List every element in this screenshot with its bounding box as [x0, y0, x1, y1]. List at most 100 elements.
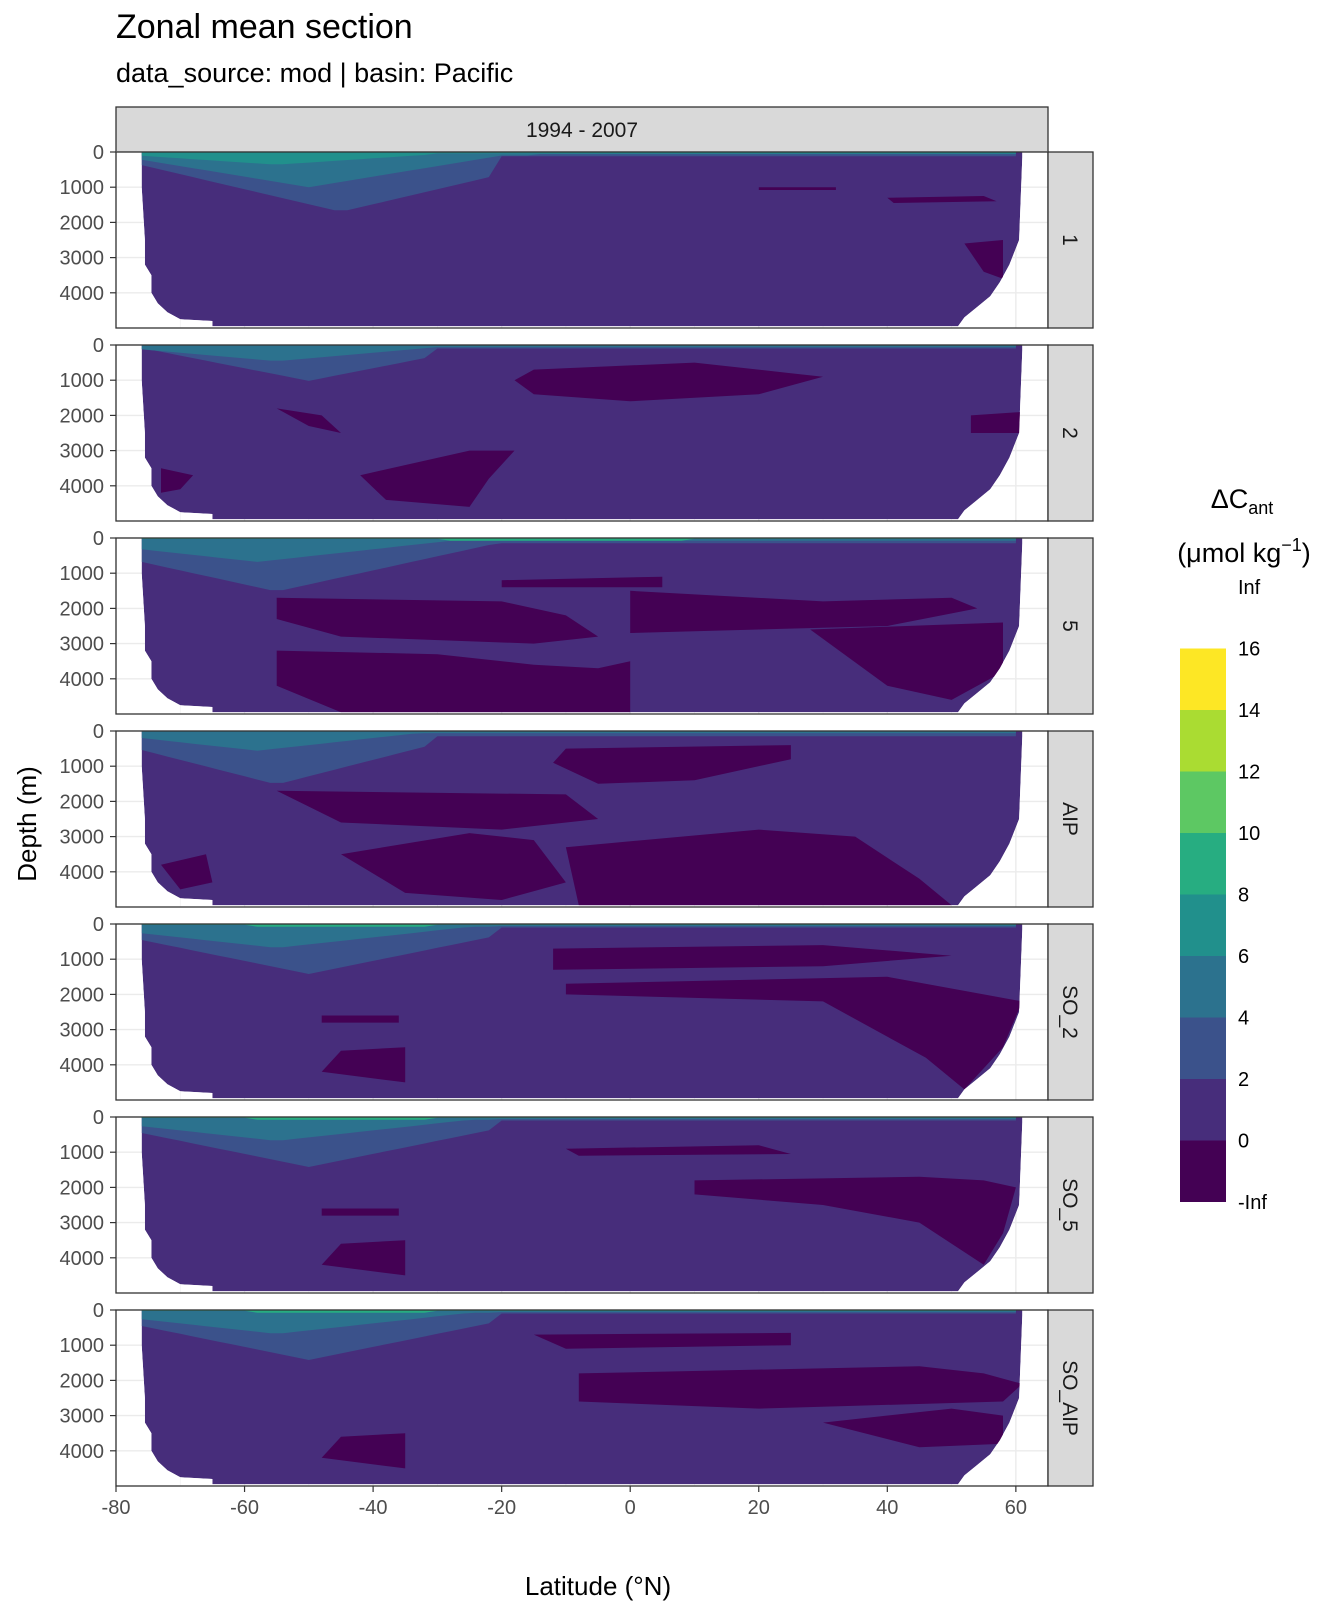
contour-field	[141, 152, 1023, 327]
y-tick-label: 4000	[60, 476, 105, 498]
facet-panels: 0 1000 2000 3000 4000 1 0 1000 2000 3000 4000 2 0 100…	[60, 142, 1094, 1487]
legend: ΔCant (μmol kg−1) -Inf 0 2 4 6 8 10 12 14 16 Inf	[1177, 484, 1311, 1214]
contour-band	[501, 576, 663, 588]
contour-band	[321, 1240, 406, 1276]
row-strip-label: 5	[1058, 620, 1081, 632]
contour-band	[141, 538, 1016, 562]
facet-panel-so_aip: 0 1000 2000 3000 4000 SO_AIP	[60, 1300, 1094, 1487]
y-tick-label: 3000	[60, 248, 105, 270]
contour-band	[276, 408, 341, 433]
contour-band	[161, 854, 213, 890]
legend-title: ΔCant	[1211, 484, 1274, 518]
contour-band	[758, 187, 836, 190]
legend-break-label: 6	[1238, 946, 1249, 968]
legend-unit: (μmol kg−1)	[1177, 535, 1311, 568]
contour-band	[141, 1310, 1016, 1313]
legend-unit-open: (μmol kg	[1177, 538, 1281, 568]
y-tick-label: 0	[93, 721, 104, 743]
y-tick-label: 1000	[60, 563, 105, 585]
contour-band	[321, 1047, 406, 1083]
y-tick-label: 0	[93, 335, 104, 357]
contour-band	[141, 1310, 1016, 1334]
contour-band	[141, 731, 1016, 751]
legend-title-main: ΔC	[1211, 484, 1249, 514]
contour-band	[694, 1176, 1016, 1265]
contour-band	[276, 650, 631, 713]
x-tick-label: 0	[625, 1497, 636, 1519]
y-tick-label: 3000	[60, 1020, 105, 1042]
y-tick-label: 4000	[60, 1441, 105, 1463]
legend-break-label: 10	[1238, 823, 1260, 845]
row-strip	[1047, 151, 1094, 329]
legend-key	[1180, 1079, 1226, 1141]
legend-unit-close: )	[1302, 538, 1311, 568]
y-tick-label: 3000	[60, 441, 105, 463]
y-tick-label: 0	[93, 1300, 104, 1322]
contour-band	[553, 745, 791, 784]
row-strip-label: 2	[1058, 427, 1081, 439]
row-strip-label: SO_5	[1058, 1178, 1081, 1232]
contour-field	[141, 345, 1023, 520]
row-strip-label: AIP	[1058, 802, 1081, 836]
y-tick-label: 1000	[60, 177, 105, 199]
contour-band	[321, 1433, 406, 1469]
contour-field	[141, 538, 1023, 713]
y-tick-label: 1000	[60, 756, 105, 778]
contour-band	[141, 1117, 1016, 1141]
y-tick-label: 2000	[60, 1177, 105, 1199]
contour-band	[970, 411, 1023, 433]
contour-band	[565, 829, 952, 906]
y-tick-label: 3000	[60, 827, 105, 849]
legend-key	[1180, 1140, 1226, 1202]
legend-key	[1180, 1017, 1226, 1079]
contour-band	[964, 240, 1003, 279]
contour-band	[630, 590, 978, 633]
facet-panel-1: 0 1000 2000 3000 4000 1	[60, 142, 1094, 329]
contour-band	[141, 152, 1016, 165]
contour-band	[565, 1145, 791, 1156]
legend-key	[1180, 894, 1226, 956]
y-tick-label: 0	[93, 142, 104, 164]
facet-panel-5: 0 1000 2000 3000 4000 5	[60, 528, 1094, 715]
facet-panel-aip: 0 1000 2000 3000 4000 AIP	[60, 721, 1094, 908]
legend-key	[1180, 833, 1226, 895]
legend-break-label: 16	[1238, 639, 1260, 661]
contour-band	[141, 152, 1016, 188]
y-tick-label: 2000	[60, 405, 105, 427]
legend-break-label: 2	[1238, 1069, 1249, 1091]
y-tick-label: 2000	[60, 791, 105, 813]
y-tick-label: 1000	[60, 370, 105, 392]
contour-band	[141, 538, 1016, 591]
row-strip-label: 1	[1058, 234, 1081, 246]
y-tick-label: 0	[93, 1107, 104, 1129]
row-strip-label: SO_2	[1058, 985, 1081, 1039]
contour-band	[276, 790, 599, 830]
contour-field	[141, 731, 1023, 906]
contour-band	[321, 1015, 399, 1023]
column-strip: 1994 - 2007	[115, 106, 1049, 153]
legend-break-label: 8	[1238, 885, 1249, 907]
column-strip-label: 1994 - 2007	[526, 119, 638, 142]
contour-band	[360, 450, 515, 507]
legend-break-label: 4	[1238, 1008, 1249, 1030]
contour-band	[887, 196, 997, 203]
row-strip	[1047, 537, 1094, 715]
contour-band	[141, 345, 1016, 381]
legend-key	[1180, 710, 1226, 772]
row-strip	[1047, 923, 1094, 1101]
contour-band	[533, 1332, 791, 1349]
legend-break-label: Inf	[1238, 577, 1261, 599]
contour-band	[823, 1408, 1003, 1448]
contour-band	[810, 622, 1003, 700]
y-tick-label: 2000	[60, 1370, 105, 1392]
legend-break-label: 12	[1238, 762, 1260, 784]
x-tick-label: -20	[487, 1497, 516, 1519]
facet-panel-2: 0 1000 2000 3000 4000 2	[60, 335, 1094, 522]
contour-band	[578, 1366, 1023, 1409]
legend-break-label: -Inf	[1238, 1192, 1267, 1214]
facet-panel-so_2: 0 1000 2000 3000 4000 SO_2	[60, 914, 1094, 1101]
y-tick-label: 2000	[60, 984, 105, 1006]
legend-break-label: 14	[1238, 700, 1260, 722]
row-strip-label: SO_AIP	[1058, 1360, 1081, 1436]
